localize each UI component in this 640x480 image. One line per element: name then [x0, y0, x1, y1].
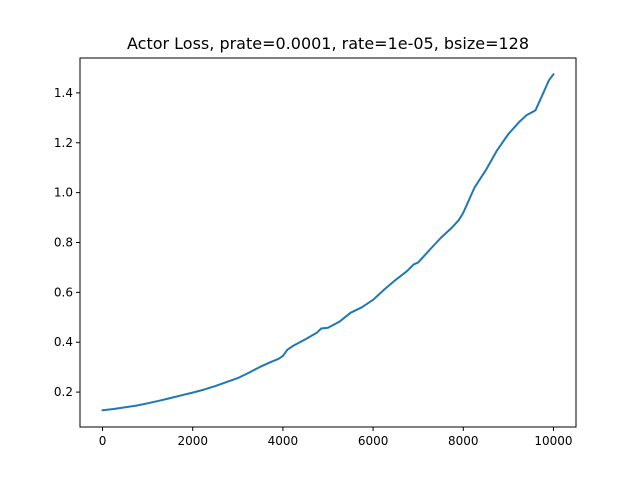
axes-frame	[79, 57, 577, 428]
y-tick-label: 1.2	[54, 136, 73, 150]
x-tick-label: 10000	[534, 434, 572, 448]
y-tick-label: 0.6	[54, 285, 73, 299]
y-tick-label: 0.2	[54, 385, 73, 399]
y-tick-label: 1.4	[54, 86, 73, 100]
x-tick-label: 2000	[177, 434, 208, 448]
x-tick-label: 4000	[268, 434, 299, 448]
y-axis: 0.2 0.4 0.6 0.8 1.0 1.2 1.4	[54, 86, 80, 399]
y-tick-label: 0.8	[54, 236, 73, 250]
y-tick-label: 1.0	[54, 186, 73, 200]
x-tick-label: 8000	[448, 434, 479, 448]
x-axis: 0 2000 4000 6000 8000 10000	[99, 427, 573, 448]
chart-title: Actor Loss, prate=0.0001, rate=1e-05, bs…	[127, 34, 529, 53]
series-line-actor-loss	[101, 73, 555, 412]
y-tick-label: 0.4	[54, 335, 73, 349]
x-tick-label: 6000	[358, 434, 389, 448]
plot-area	[101, 73, 555, 412]
x-tick-label: 0	[99, 434, 107, 448]
